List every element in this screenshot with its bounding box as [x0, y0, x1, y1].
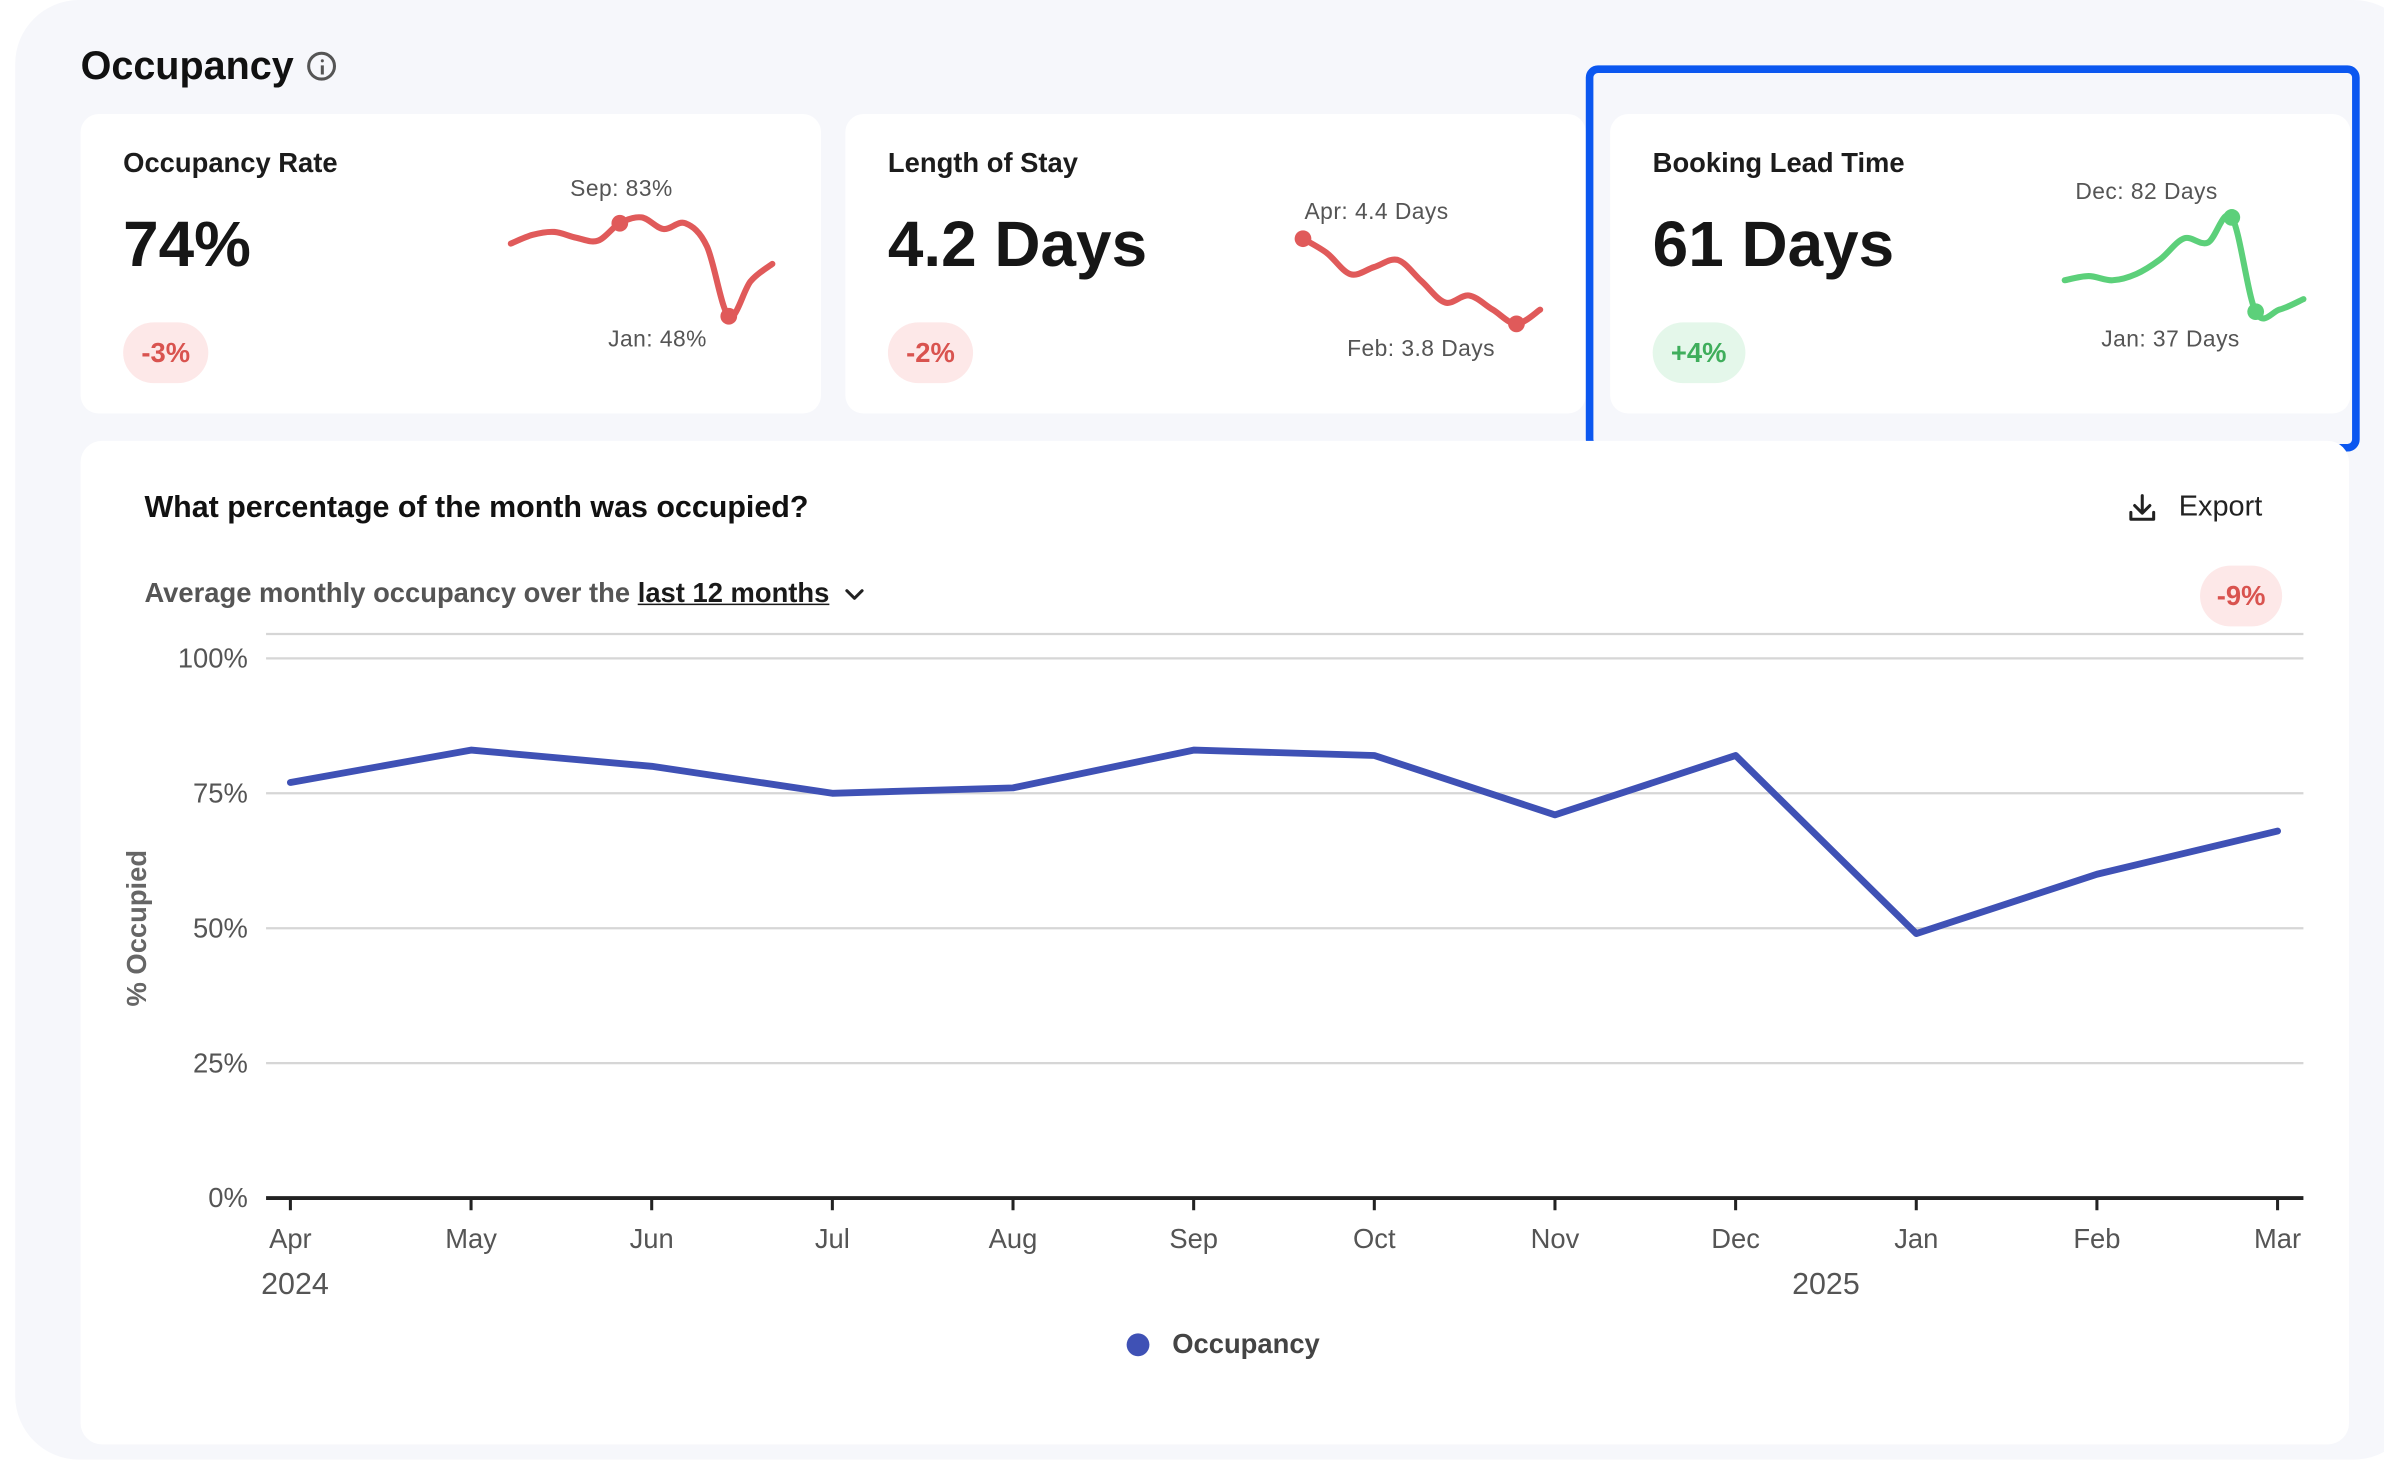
card-label: Booking Lead Time: [1652, 147, 1905, 178]
x-tick-label: Oct: [1353, 1223, 1396, 1254]
spark-high-marker: [2223, 209, 2241, 226]
export-label: Export: [2178, 491, 2263, 524]
year-label: 2024: [261, 1267, 329, 1301]
length-of-stay-card[interactable]: Length of Stay 4.2 Days -2% Apr: 4.4 Day…: [845, 114, 1586, 414]
chart-question: What percentage of the month was occupie…: [144, 491, 809, 525]
occupancy-line-chart: 0% 25% 50% 75% 100% % Occupied Apr May Jun Jul Aug…: [121, 632, 2304, 1301]
x-tick-label: Nov: [1531, 1223, 1580, 1254]
y-tick-label: 100%: [178, 642, 248, 673]
sparkline-path: [1299, 235, 1544, 327]
card-label: Occupancy Rate: [123, 147, 338, 178]
x-tick-label: Jun: [630, 1223, 674, 1254]
range-selector[interactable]: last 12 months: [637, 577, 830, 609]
x-tick-label: Dec: [1711, 1223, 1760, 1254]
change-badge: -3%: [123, 322, 209, 384]
card-value: 61 Days: [1652, 208, 1895, 280]
spark-low-marker: [2247, 303, 2265, 321]
download-icon: [2129, 494, 2156, 521]
info-icon[interactable]: [307, 51, 337, 81]
spark-low-marker: [1508, 315, 1525, 333]
selection-highlight: [1585, 65, 2360, 452]
series-line-occupancy[interactable]: [286, 746, 2281, 938]
y-tick-label: 25%: [193, 1047, 248, 1078]
card-label: Length of Stay: [887, 147, 1078, 178]
sparkline-path: [507, 214, 776, 320]
length-of-stay-sparkline: [1294, 230, 1544, 333]
booking-lead-time-card[interactable]: Booking Lead Time 61 Days +4% Dec: 82 Da…: [1610, 114, 2351, 414]
spark-high-label: Apr: 4.4 Days: [1304, 199, 1449, 226]
section-title-text: Occupancy: [80, 42, 294, 89]
spark-high-label: Sep: 83%: [570, 176, 673, 203]
card-value: 4.2 Days: [887, 208, 1148, 280]
occupancy-chart-card: What percentage of the month was occupie…: [80, 440, 2350, 1445]
legend-label: Occupancy: [1172, 1328, 1320, 1360]
y-tick-label: 75%: [193, 777, 248, 808]
chart-subtitle: Average monthly occupancy over the last …: [144, 578, 865, 610]
occupancy-sparkline: [507, 214, 776, 325]
y-axis-label: % Occupied: [121, 850, 152, 1007]
card-value: 74%: [123, 208, 251, 280]
spark-low-marker: [720, 307, 738, 325]
spark-high-marker: [611, 214, 629, 232]
spark-high-marker: [1294, 230, 1312, 248]
x-tick-label: Apr: [269, 1223, 312, 1254]
chevron-down-icon[interactable]: [845, 586, 866, 601]
x-tick-label: Feb: [2073, 1223, 2120, 1254]
export-button[interactable]: Export: [2127, 491, 2262, 524]
legend-dot: [1126, 1333, 1150, 1357]
year-label: 2025: [1792, 1267, 1860, 1301]
spark-low-label: Jan: 37 Days: [2101, 326, 2240, 353]
x-tick-label: Mar: [2254, 1223, 2301, 1254]
sparkline-path: [2061, 212, 2307, 322]
x-tick-label: May: [445, 1223, 497, 1254]
x-tick-label: Aug: [989, 1223, 1038, 1254]
y-tick-label: 50%: [193, 912, 248, 943]
spark-low-label: Feb: 3.8 Days: [1347, 336, 1495, 362]
change-badge: +4%: [1652, 322, 1745, 384]
chart-legend[interactable]: Occupancy: [1126, 1328, 1320, 1361]
chart-change-badge: -9%: [2200, 565, 2283, 627]
y-tick-label: 0%: [208, 1182, 248, 1213]
x-tick-label: Jan: [1894, 1223, 1938, 1254]
subtitle-prefix: Average monthly occupancy over the: [144, 577, 631, 609]
change-badge: -2%: [887, 322, 974, 384]
x-tick-label: Sep: [1169, 1223, 1218, 1254]
occupancy-rate-card[interactable]: Occupancy Rate 74% -3% Sep: 83% Jan: 48%: [80, 114, 822, 414]
spark-high-label: Dec: 82 Days: [2075, 179, 2218, 206]
spark-low-label: Jan: 48%: [608, 326, 707, 353]
section-title: Occupancy: [81, 43, 337, 90]
booking-lead-time-sparkline: [2061, 209, 2307, 322]
x-tick-label: Jul: [815, 1223, 850, 1254]
